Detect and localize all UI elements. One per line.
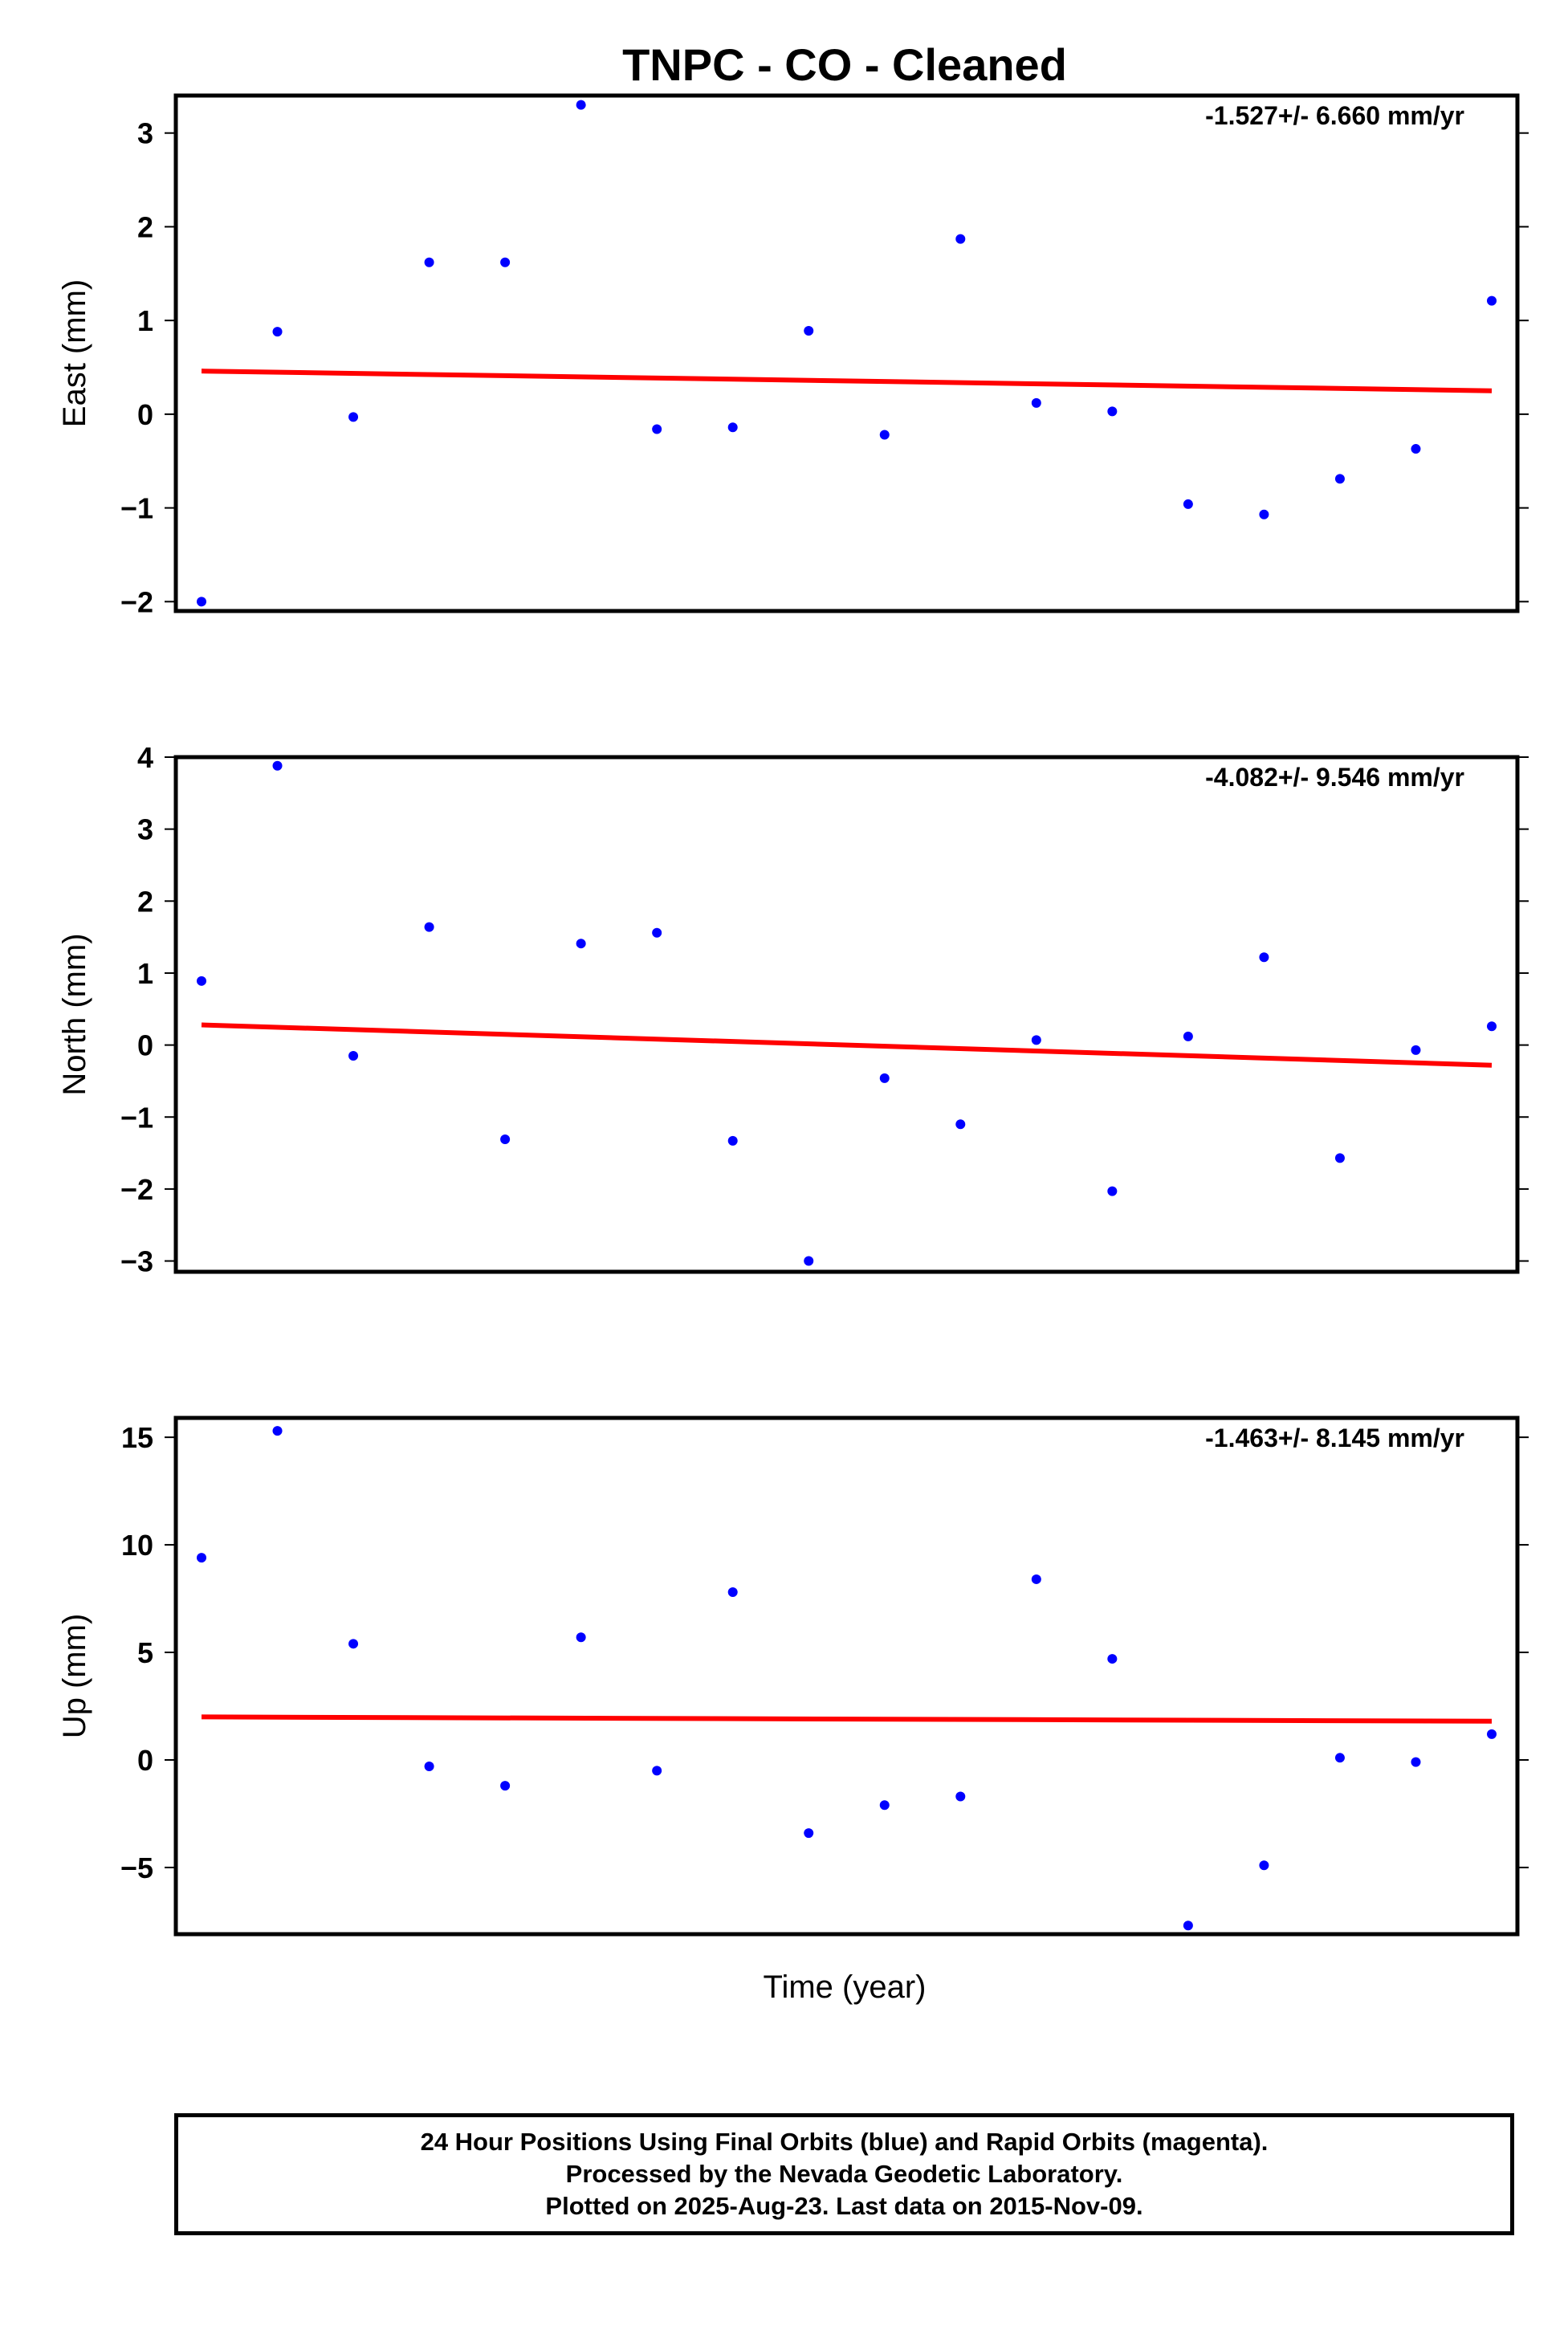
north-data-point xyxy=(1183,1031,1193,1041)
north-data-point xyxy=(197,976,206,986)
north-ytick-label: 2 xyxy=(137,885,153,918)
east-ytick-label: 2 xyxy=(137,210,153,243)
north-ytick-label: −2 xyxy=(120,1173,153,1206)
chart-title: TNPC - CO - Cleaned xyxy=(622,39,1067,90)
up-data-point xyxy=(1334,1753,1345,1763)
north-trend-line xyxy=(201,1022,1493,1068)
east-plot-frame xyxy=(173,93,1520,613)
up-ytick-label: 5 xyxy=(137,1636,153,1669)
footer-box: 24 Hour Positions Using Final Orbits (bl… xyxy=(174,2113,1514,2235)
up-data-point xyxy=(1411,1757,1421,1767)
up-data-point xyxy=(1183,1921,1193,1931)
east-data-point xyxy=(1183,499,1193,509)
east-ytick-label: −2 xyxy=(120,585,153,618)
east-ytick-label: 1 xyxy=(137,304,153,337)
east-data-point xyxy=(1259,509,1269,519)
east-y-axis-label: East (mm) xyxy=(57,279,92,427)
north-ytick-label: 0 xyxy=(137,1029,153,1062)
north-data-point xyxy=(424,922,434,932)
north-ytick-label: 3 xyxy=(137,813,153,846)
up-data-point xyxy=(197,1553,206,1563)
east-ytick-label: 3 xyxy=(137,117,153,150)
east-data-point xyxy=(727,422,738,433)
east-data-point xyxy=(1487,295,1497,306)
north-y-axis-label: North (mm) xyxy=(57,933,92,1095)
north-rate-label: -4.082+/- 9.546 mm/yr xyxy=(1205,763,1464,792)
north-data-point xyxy=(500,1134,511,1145)
north-data-point xyxy=(1487,1021,1497,1032)
east-data-point xyxy=(576,100,586,110)
east-ytick-label: 0 xyxy=(137,398,153,431)
east-data-point xyxy=(348,412,359,422)
east-data-point xyxy=(272,327,283,337)
north-plot-frame xyxy=(173,755,1520,1274)
east-rate-label: -1.527+/- 6.660 mm/yr xyxy=(1205,101,1464,130)
up-ytick-label: 0 xyxy=(137,1744,153,1777)
up-ytick-label: −5 xyxy=(120,1851,153,1884)
up-data-point xyxy=(348,1639,359,1649)
north-panel: 4 3 2 1 0 −1 −2 −3 -4.082+/- 9.546 mm/yr North (m… xyxy=(57,741,1529,1278)
north-ytick-label: −1 xyxy=(120,1101,153,1134)
up-data-point xyxy=(1259,1860,1269,1871)
east-data-point xyxy=(1334,474,1345,484)
up-y-axis-label: Up (mm) xyxy=(57,1614,92,1739)
up-ytick-label: 15 xyxy=(121,1421,153,1454)
north-ytick-label: 4 xyxy=(137,741,153,774)
up-panel: 15 10 5 0 −5 -1.463+/- 8.145 mm/yr Up (mm) xyxy=(57,1416,1529,1937)
north-data-point xyxy=(1334,1153,1345,1163)
east-data-point xyxy=(1411,444,1421,454)
north-data-point xyxy=(1411,1045,1421,1055)
north-data-point xyxy=(727,1135,738,1146)
north-ytick-label: −3 xyxy=(120,1245,153,1278)
east-data-point xyxy=(652,424,662,434)
east-data-point xyxy=(424,257,434,267)
up-data-point xyxy=(424,1762,434,1772)
north-data-point xyxy=(652,927,662,938)
north-data-point xyxy=(576,939,586,949)
east-ytick-label: −1 xyxy=(120,492,153,525)
east-panel: 3 2 1 0 −1 −2 -1.527+/- 6.660 mm/yr East (mm) xyxy=(57,93,1529,618)
up-data-point xyxy=(1107,1654,1118,1664)
north-data-point xyxy=(348,1051,359,1061)
up-ytick-label: 10 xyxy=(121,1529,153,1562)
north-data-point xyxy=(804,1256,814,1266)
east-data-point xyxy=(804,325,814,336)
east-data-point xyxy=(197,597,206,607)
north-data-point xyxy=(879,1073,890,1083)
x-axis-label: Time (year) xyxy=(764,1970,927,2005)
footer-line-2: Processed by the Nevada Geodetic Laborat… xyxy=(565,2160,1123,2188)
east-data-point xyxy=(955,234,966,244)
north-data-point xyxy=(1031,1035,1041,1045)
up-data-point xyxy=(272,1426,283,1436)
up-rate-label: -1.463+/- 8.145 mm/yr xyxy=(1205,1424,1464,1452)
north-data-point xyxy=(272,760,283,771)
up-data-point xyxy=(1487,1729,1497,1739)
east-trend-line xyxy=(201,369,1493,393)
north-data-point xyxy=(955,1119,966,1130)
north-data-point xyxy=(1107,1186,1118,1196)
up-data-point xyxy=(652,1766,662,1776)
up-data-point xyxy=(1031,1574,1041,1584)
up-data-point xyxy=(879,1800,890,1811)
north-ytick-label: 1 xyxy=(137,957,153,990)
up-data-point xyxy=(804,1828,814,1839)
east-data-point xyxy=(500,257,511,267)
east-data-point xyxy=(879,430,890,440)
footer-line-1: 24 Hour Positions Using Final Orbits (bl… xyxy=(420,2128,1269,2156)
up-data-point xyxy=(955,1791,966,1802)
up-trend-line xyxy=(201,1714,1493,1724)
up-data-point xyxy=(727,1587,738,1598)
footer-line-3: Plotted on 2025-Aug-23. Last data on 201… xyxy=(545,2192,1143,2220)
east-data-point xyxy=(1031,397,1041,408)
up-plot-frame xyxy=(173,1416,1520,1937)
east-data-point xyxy=(1107,406,1118,417)
up-data-point xyxy=(576,1632,586,1643)
up-data-point xyxy=(500,1781,511,1791)
north-data-point xyxy=(1259,952,1269,963)
